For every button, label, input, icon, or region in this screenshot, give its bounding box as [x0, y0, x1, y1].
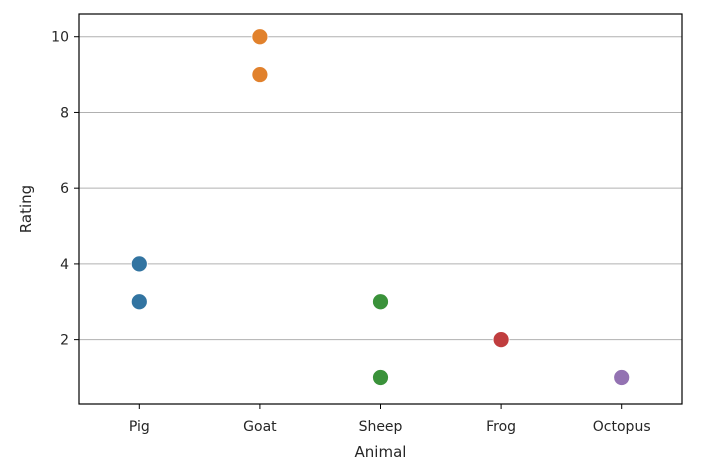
x-tick-label: Octopus	[593, 419, 651, 435]
y-axis-ticks: 2 4 6 8 10	[51, 30, 79, 349]
y-tick-label: 2	[60, 333, 69, 349]
x-tick-label: Pig	[129, 419, 150, 435]
y-axis-label: Rating	[17, 185, 35, 233]
data-point-pig	[130, 293, 148, 311]
data-points	[130, 28, 631, 386]
y-tick-label: 6	[60, 181, 69, 197]
grid-lines	[79, 36, 682, 341]
y-tick-label: 10	[51, 30, 69, 46]
x-tick-label: Goat	[243, 419, 277, 435]
data-point-goat	[251, 66, 269, 83]
data-point-goat	[251, 28, 269, 46]
x-axis-ticks: Pig Goat Sheep Frog Octopus	[129, 404, 651, 435]
x-tick-label: Frog	[486, 419, 516, 435]
y-tick-label: 4	[60, 257, 69, 273]
data-point-frog	[492, 331, 510, 349]
data-point-pig	[130, 255, 148, 273]
x-tick-label: Sheep	[359, 419, 403, 435]
plot-area-frame	[78, 13, 683, 405]
data-point-sheep	[372, 369, 389, 386]
x-axis-label: Animal	[355, 443, 407, 461]
data-point-sheep	[372, 293, 389, 311]
y-tick-label: 8	[60, 105, 69, 121]
data-point-octopus	[613, 369, 631, 386]
